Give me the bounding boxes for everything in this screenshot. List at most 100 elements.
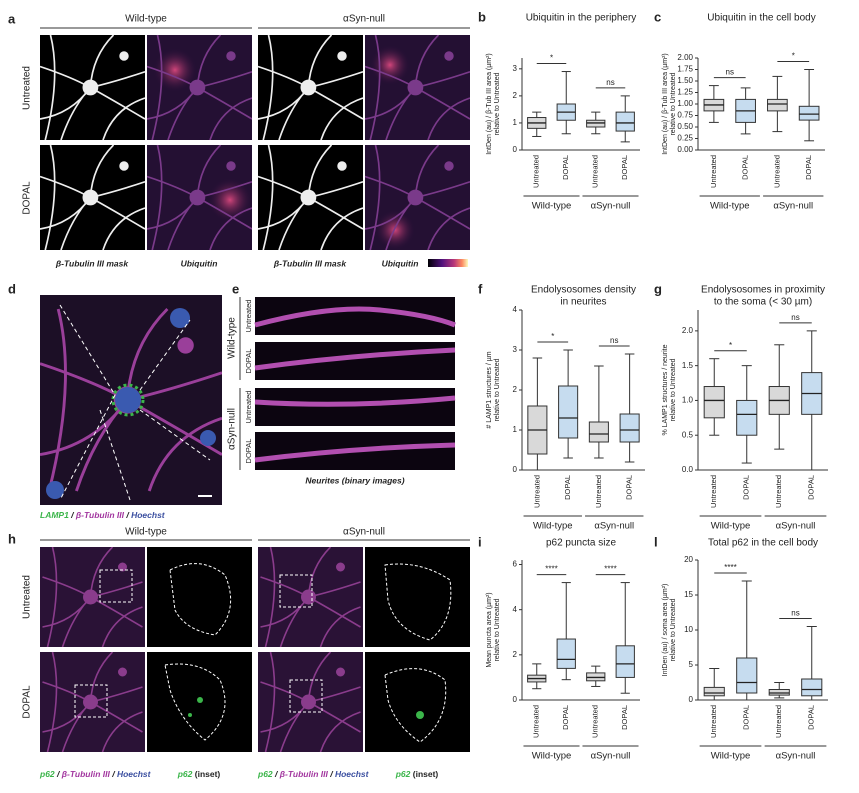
y-tick-label: 3 [513, 64, 518, 73]
y-tick-label: 20 [684, 555, 693, 564]
chart-title: Endolysosomes in proximity [701, 285, 825, 296]
x-tick-label: Untreated [772, 155, 781, 188]
x-tick-label: DOPAL [625, 475, 634, 500]
group-label: αSyn-null [227, 408, 238, 450]
panel-letter: a [8, 11, 16, 26]
caption-part: / [110, 769, 117, 779]
box [736, 399, 758, 436]
panel-letter: l [654, 534, 658, 549]
caption-part: Hoechst [335, 769, 370, 779]
box [615, 645, 635, 678]
y-axis-label: relative to Untreated [494, 358, 501, 421]
y-tick-label: 1.00 [677, 99, 693, 108]
micrographs [40, 547, 470, 752]
significance-label: * [729, 341, 732, 350]
group-label: αSyn-null [591, 201, 631, 212]
y-tick-label: 4 [513, 305, 518, 314]
y-tick-label: 2.00 [677, 53, 693, 62]
x-tick-label: Untreated [532, 155, 541, 188]
column-heading: αSyn-null [343, 527, 385, 538]
caption-part: (inset) [410, 769, 438, 779]
caption-part: Hoechst [117, 769, 152, 779]
caption: p62 / β-Tubulin III / Hoechst [257, 769, 370, 779]
y-tick-label: 1.50 [677, 76, 693, 85]
row-label: Untreated [22, 66, 33, 110]
caption-part: / [69, 510, 76, 520]
y-tick-label: 10 [684, 625, 693, 634]
box [615, 111, 635, 132]
column-heading: αSyn-null [343, 14, 385, 25]
panel-letter: f [478, 281, 483, 296]
caption-part: / [273, 769, 280, 779]
caption-part: p62 [177, 769, 193, 779]
caption-part: / [124, 510, 131, 520]
significance-label: ns [606, 78, 614, 87]
box [798, 105, 820, 121]
y-axis-label: relative to Untreated [494, 72, 501, 135]
box [768, 689, 790, 696]
caption-part: β-Tubulin III [279, 769, 329, 779]
caption-part: LAMP1 [40, 510, 69, 520]
y-tick-label: 0 [513, 465, 518, 474]
significance-label: * [550, 54, 553, 63]
y-tick-label: 3 [513, 345, 518, 354]
caption: Ubiquitin [181, 258, 218, 268]
chart-title: in neurites [560, 297, 606, 308]
y-tick-label: 2 [513, 385, 518, 394]
panel-letter: h [8, 531, 16, 546]
caption: p62 / β-Tubulin III / Hoechst [39, 769, 152, 779]
y-tick-label: 0 [513, 695, 518, 704]
x-tick-label: DOPAL [742, 705, 751, 730]
row-label: DOPAL [244, 439, 253, 464]
significance-label: **** [545, 565, 557, 574]
panel-letter: d [8, 281, 16, 296]
box [703, 386, 725, 419]
chart-title: to the soma (< 30 µm) [714, 297, 812, 308]
x-tick-label: DOPAL [561, 705, 570, 730]
box [767, 98, 788, 112]
y-tick-label: 0 [689, 695, 694, 704]
y-axis-label: relative to Untreated [670, 358, 677, 421]
y-tick-label: 1.25 [677, 88, 693, 97]
caption-part: β-Tubulin III [75, 510, 125, 520]
y-axis-label: IntDen (au) / soma area (µm²) [662, 584, 669, 677]
x-tick-label: Untreated [709, 475, 718, 508]
box [586, 119, 606, 128]
row-label: Untreated [244, 300, 253, 333]
y-axis-label: relative to Untreated [670, 72, 677, 135]
group-label: Wild-type [227, 317, 238, 359]
column-heading: Wild-type [125, 14, 167, 25]
y-axis-label: # LAMP1 structures / µm [486, 351, 493, 428]
x-tick-label: DOPAL [804, 155, 813, 180]
y-tick-label: 2 [513, 91, 518, 100]
chart-title: p62 puncta size [546, 538, 616, 549]
row-label: DOPAL [22, 685, 33, 719]
y-tick-label: 0.75 [677, 111, 693, 120]
group-label: Wild-type [710, 201, 750, 212]
caption: Neurites (binary images) [305, 475, 404, 485]
caption-part: p62 [39, 769, 55, 779]
box [558, 385, 579, 439]
y-tick-label: 2 [513, 650, 518, 659]
group-label: αSyn-null [773, 201, 813, 212]
group-label: αSyn-null [776, 751, 816, 762]
y-tick-label: 1.5 [682, 361, 694, 370]
row-label: Untreated [22, 575, 33, 619]
row-label: DOPAL [22, 181, 33, 215]
caption-part: / [328, 769, 335, 779]
y-tick-label: 1 [513, 118, 518, 127]
chart-title: Ubiquitin in the cell body [707, 13, 815, 24]
row-label: Untreated [244, 391, 253, 424]
colorbar [428, 259, 468, 267]
chart-title: Endolysosomes density [531, 285, 636, 296]
y-tick-label: 4 [513, 605, 518, 614]
y-axis-label: Mean puncta area (µm²) [486, 592, 493, 667]
x-tick-label: DOPAL [561, 155, 570, 180]
chart-title: Ubiquitin in the periphery [526, 13, 637, 24]
chart-title: Total p62 in the cell body [708, 538, 818, 549]
row-label: DOPAL [244, 349, 253, 374]
y-tick-label: 0.0 [682, 465, 694, 474]
x-tick-label: Untreated [532, 475, 541, 508]
panel-letter: e [232, 281, 239, 296]
